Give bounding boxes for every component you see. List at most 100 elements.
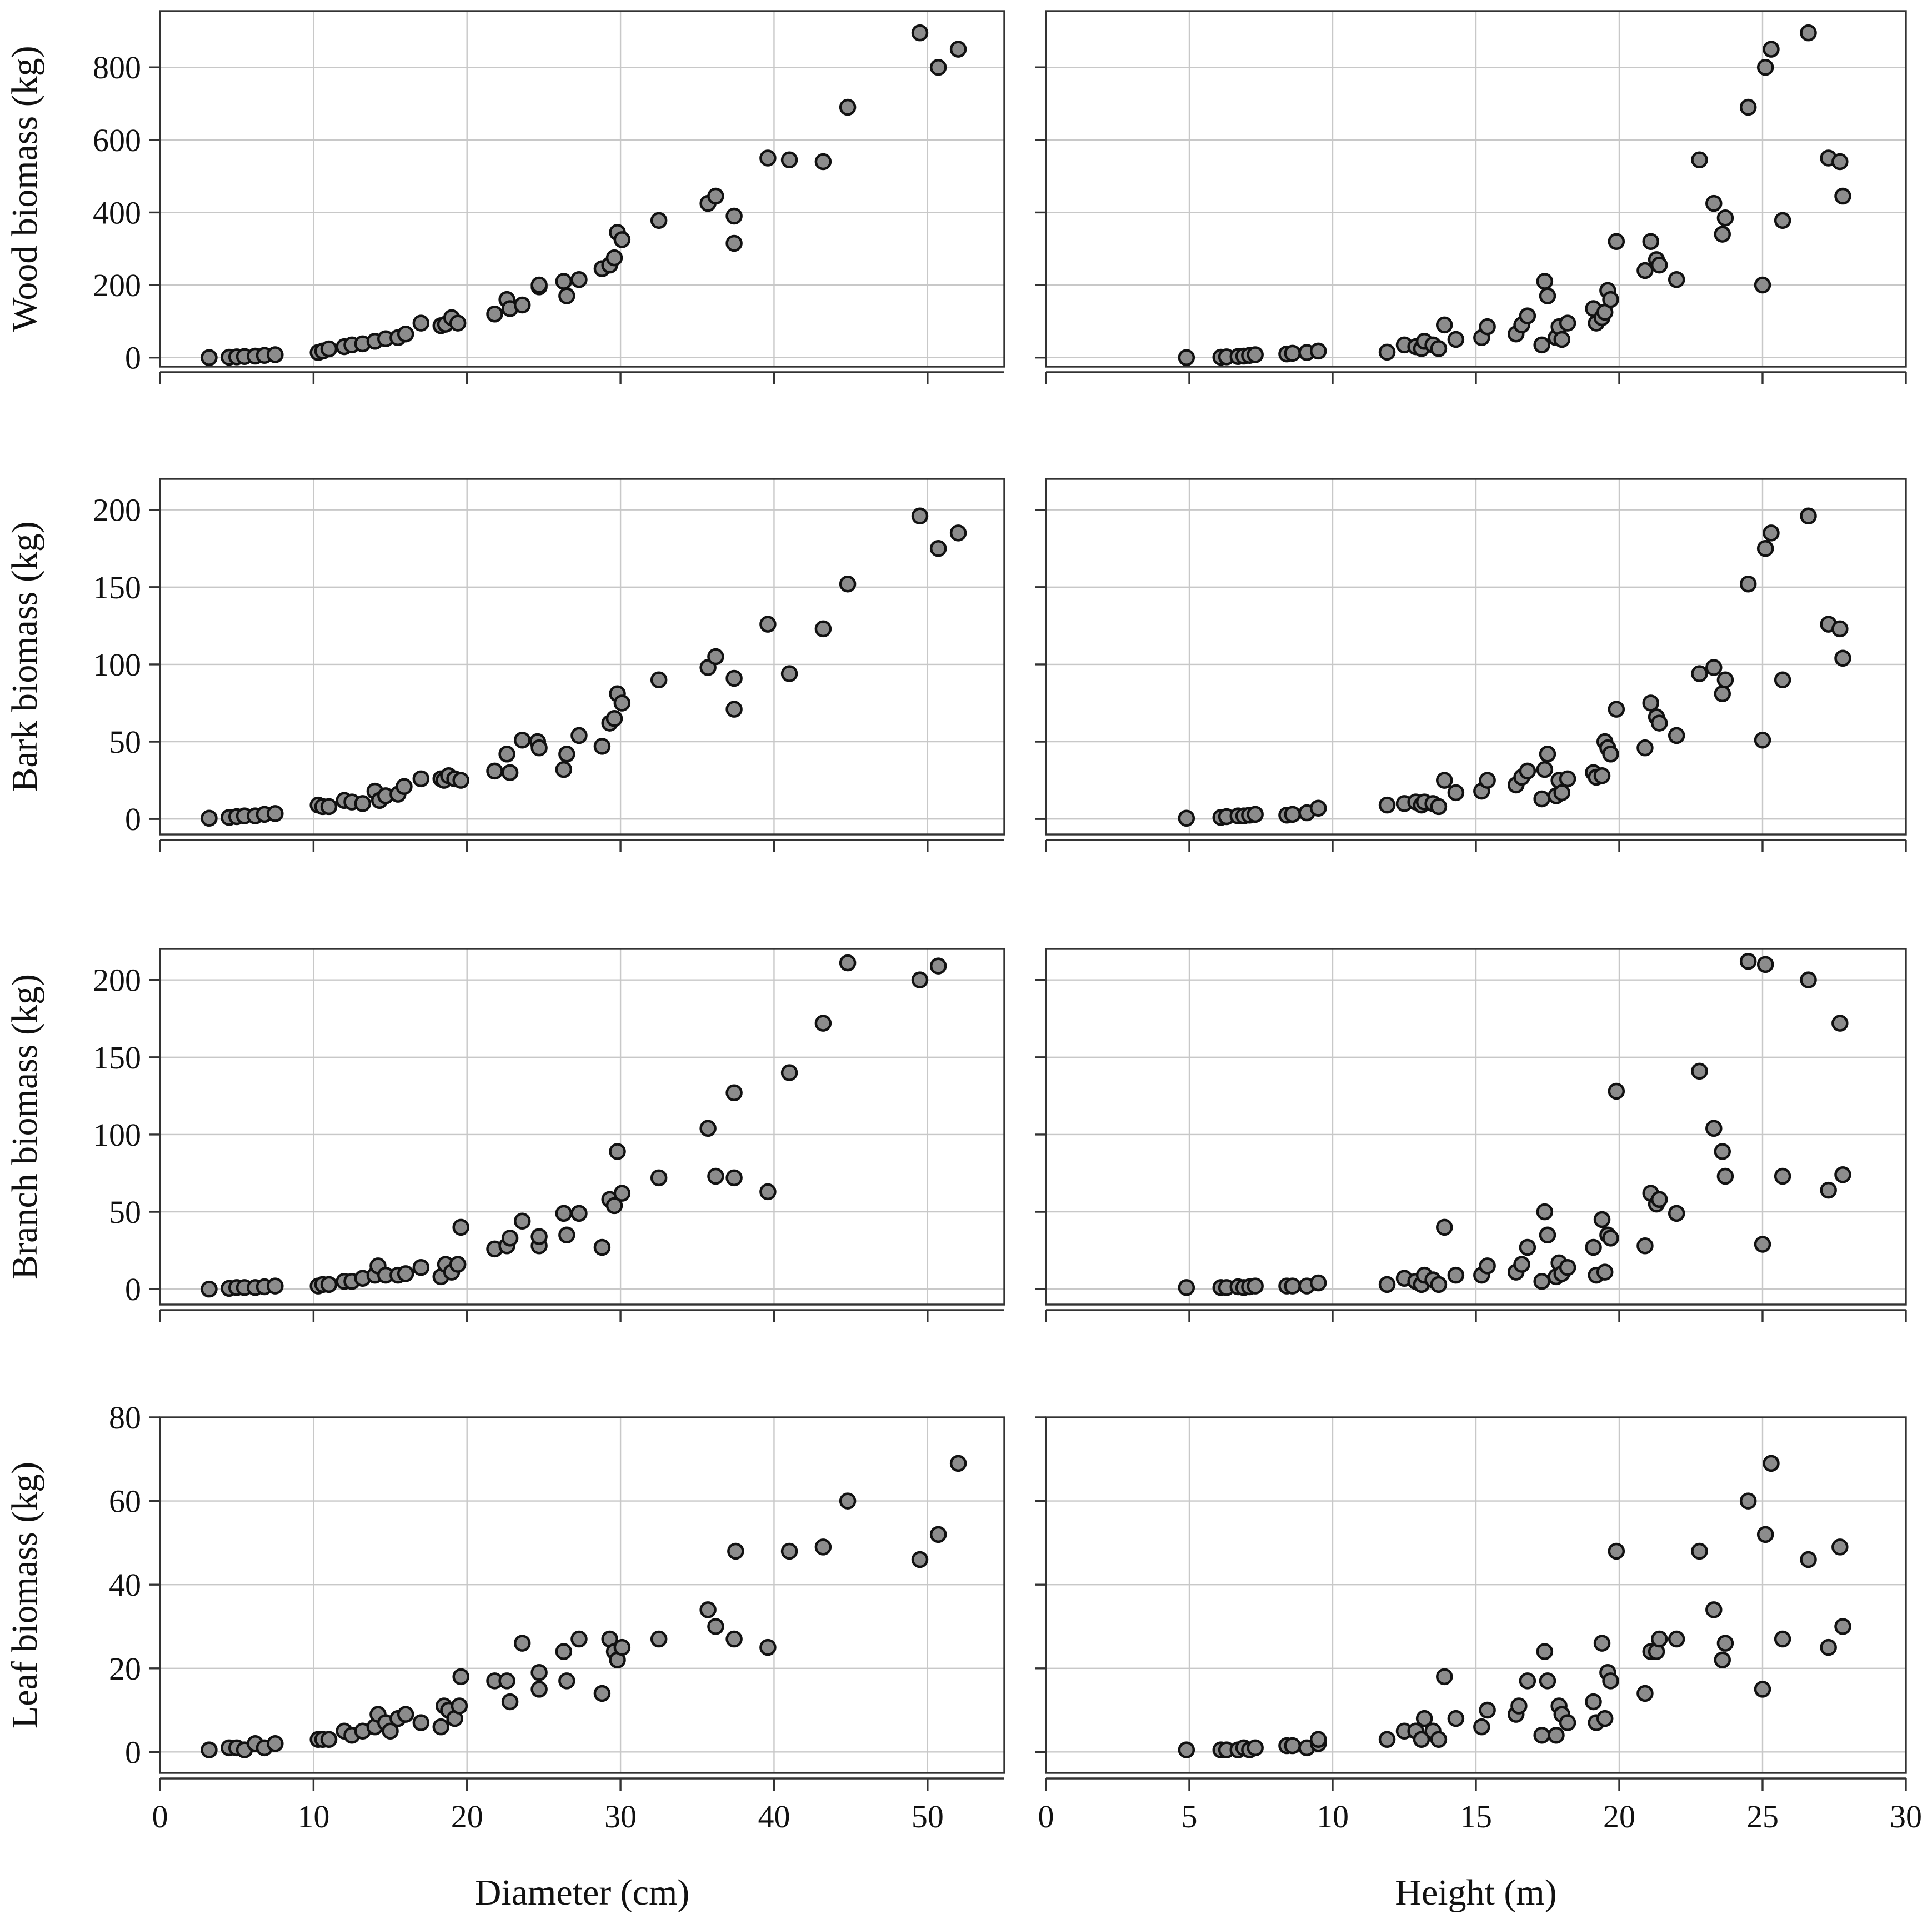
data-point [1430, 1276, 1448, 1293]
data-point [725, 1169, 743, 1187]
plot-frame [159, 1416, 1005, 1774]
y-axis-title: Leaf biomass (kg) [4, 1462, 45, 1728]
data-point [1533, 790, 1550, 808]
data-point [1309, 799, 1327, 817]
data-point [1539, 746, 1556, 763]
x-tick-label: 20 [451, 1798, 483, 1835]
data-point [1636, 739, 1654, 757]
data-point [759, 149, 777, 167]
data-point [558, 746, 575, 763]
data-point [1536, 1643, 1554, 1660]
data-point [1539, 287, 1556, 304]
data-point [814, 620, 832, 638]
data-point [1756, 1526, 1774, 1543]
data-point [1820, 1638, 1837, 1656]
data-point [1430, 340, 1448, 357]
x-axis-title: Diameter (cm) [475, 1872, 690, 1913]
x-tick-label: 0 [152, 1798, 168, 1835]
data-point [397, 325, 414, 343]
data-point [593, 1238, 611, 1256]
data-point [1178, 1741, 1195, 1758]
data-point [839, 954, 857, 972]
data-point [396, 778, 413, 795]
data-point [1596, 1263, 1614, 1281]
data-point [452, 1218, 469, 1236]
data-point [814, 1015, 832, 1032]
data-point [650, 671, 668, 688]
data-point [699, 1601, 717, 1618]
data-point [949, 1455, 967, 1472]
data-point [1691, 1062, 1708, 1080]
data-point [498, 746, 515, 763]
data-point [1650, 1191, 1668, 1208]
data-point [1774, 212, 1791, 229]
data-point [839, 1492, 857, 1510]
data-point [1247, 346, 1264, 363]
data-point [1636, 1237, 1654, 1255]
data-point [1800, 1551, 1817, 1568]
data-point [707, 187, 724, 205]
data-point [1430, 798, 1448, 816]
data-point [1650, 256, 1668, 274]
data-point [501, 764, 519, 781]
data-point [1800, 507, 1817, 525]
panel-bark-vs-diameter: 0 50 100 150 200 Bark biomass (kg) [4, 478, 1005, 852]
y-tick-label: 600 [93, 122, 141, 158]
data-point [1636, 262, 1654, 279]
data-point [1559, 770, 1576, 788]
data-point [1178, 1279, 1195, 1296]
data-point [1247, 806, 1264, 823]
data-point [1596, 1710, 1614, 1727]
data-point [780, 1542, 798, 1560]
data-point [530, 276, 548, 294]
data-point [1774, 1630, 1791, 1648]
data-point [605, 1197, 623, 1215]
data-point [1473, 1718, 1490, 1736]
data-point [1519, 1238, 1536, 1256]
data-point [725, 1084, 743, 1102]
data-point [570, 1205, 588, 1222]
data-point [1559, 1714, 1576, 1731]
data-point [412, 1258, 430, 1276]
data-point [1479, 318, 1496, 336]
data-point [1559, 314, 1576, 332]
data-point [1608, 1542, 1625, 1560]
data-point [725, 701, 743, 718]
data-point [949, 41, 967, 58]
panel-leaf-vs-height: 0 5 10 15 20 25 30 Height (m) [1035, 1416, 1922, 1913]
data-point [759, 616, 777, 633]
data-point [911, 1551, 929, 1568]
data-point [1593, 1211, 1611, 1228]
data-point [1668, 271, 1685, 288]
data-point [593, 1685, 611, 1702]
data-point [486, 762, 503, 780]
data-point [1602, 1230, 1619, 1247]
data-point [1602, 1672, 1619, 1690]
data-point [1539, 1672, 1556, 1690]
y-tick-label: 80 [109, 1400, 141, 1436]
data-point [354, 795, 372, 812]
data-point [1284, 806, 1302, 823]
data-point [1756, 956, 1774, 973]
data-point [1593, 767, 1611, 784]
data-point [1608, 1082, 1625, 1100]
x-tick-label: 5 [1182, 1798, 1198, 1835]
data-point [1309, 1731, 1327, 1748]
data-point [839, 98, 857, 116]
data-point [613, 231, 631, 248]
data-point [501, 1693, 519, 1711]
data-point [1831, 153, 1849, 171]
data-point [911, 507, 929, 525]
data-point [1435, 1218, 1453, 1236]
data-point [1510, 1697, 1528, 1715]
data-point [593, 738, 611, 755]
data-point [1739, 953, 1757, 970]
data-point [267, 1277, 284, 1295]
data-point [727, 1542, 744, 1560]
y-tick-label: 40 [109, 1567, 141, 1603]
data-point [1754, 732, 1771, 749]
data-point [1447, 331, 1465, 348]
data-point [1413, 1731, 1430, 1748]
data-point [929, 957, 947, 975]
data-point [650, 1169, 668, 1187]
